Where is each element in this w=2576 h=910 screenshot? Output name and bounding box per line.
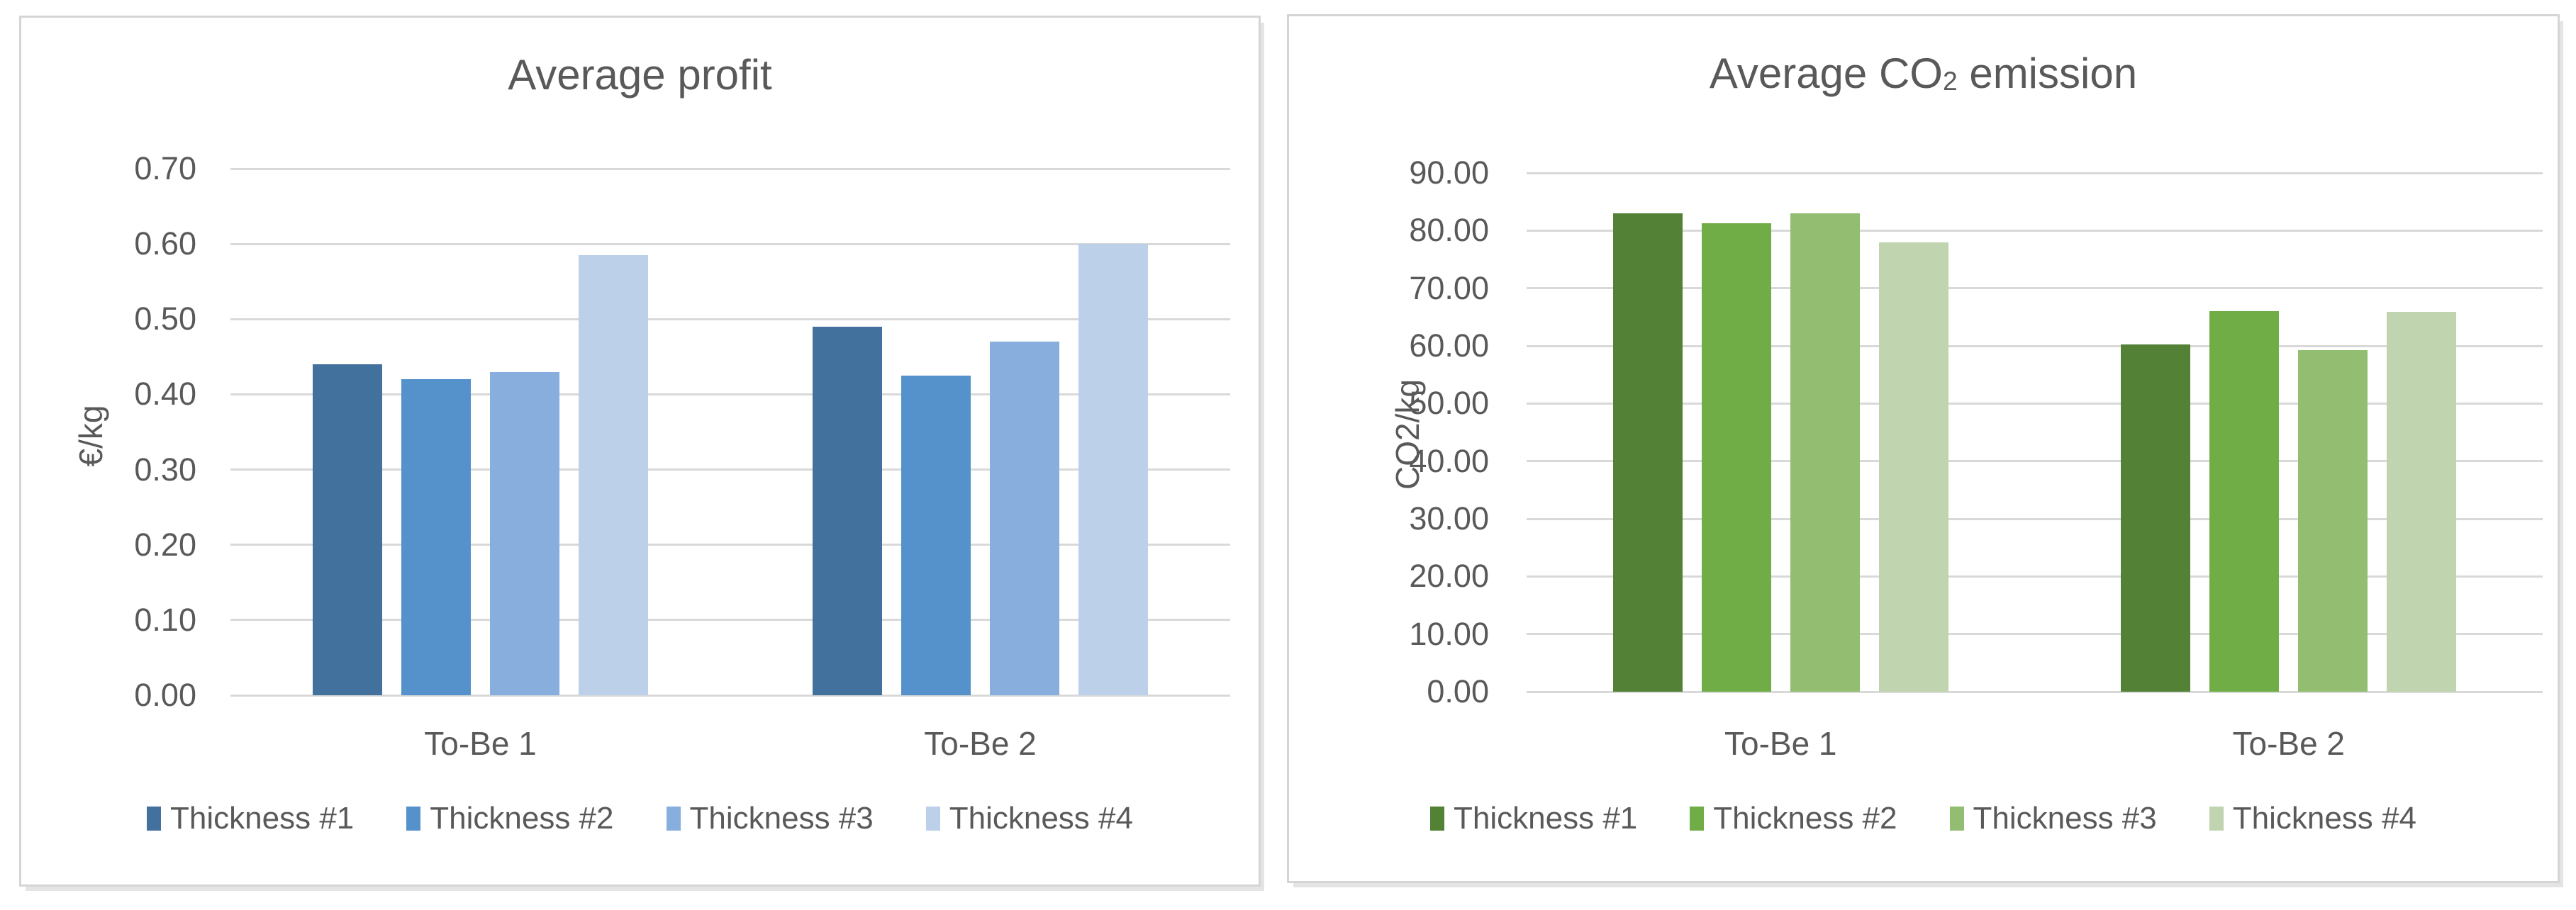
bar-to-be-2-series-4 bbox=[1078, 244, 1148, 695]
x-category-label: To-Be 2 bbox=[924, 725, 1037, 762]
chart-title-average-co2-emission: Average CO2 emission bbox=[1289, 47, 2558, 105]
gridline bbox=[1527, 287, 2543, 290]
gridline bbox=[230, 619, 1230, 622]
chart-title-text: Average CO bbox=[1709, 50, 1943, 97]
bar-to-be-2-series-3 bbox=[2298, 349, 2368, 692]
gridline bbox=[1527, 172, 2543, 174]
legend-item: Thickness #3 bbox=[666, 801, 874, 836]
bar-to-be-1-series-3 bbox=[490, 371, 559, 695]
legend-swatch bbox=[925, 807, 940, 831]
bar-to-be-1-series-4 bbox=[1878, 242, 1948, 692]
legend-swatch bbox=[1690, 807, 1705, 831]
chart-title-average-profit: Average profit bbox=[21, 49, 1259, 106]
y-tick-label: 0.40 bbox=[134, 376, 196, 412]
legend-label: Thickness #1 bbox=[170, 801, 355, 836]
legend-co2: Thickness #1 Thickness #2 Thickness #3 Thic… bbox=[1289, 801, 2558, 836]
gridline bbox=[1527, 517, 2543, 520]
chart-title-text: Average profit bbox=[508, 51, 772, 99]
y-tick-label: 0.10 bbox=[134, 601, 196, 638]
bar-to-be-2-series-1 bbox=[2121, 344, 2191, 692]
gridline bbox=[230, 167, 1230, 170]
x-category-label: To-Be 1 bbox=[1724, 725, 1837, 762]
legend-label: Thickness #3 bbox=[689, 801, 874, 836]
bar-to-be-2-series-4 bbox=[2387, 312, 2457, 692]
bar-to-be-1-series-4 bbox=[579, 255, 648, 695]
y-tick-label: 20.00 bbox=[1409, 558, 1489, 595]
y-tick-label: 50.00 bbox=[1409, 385, 1489, 422]
legend-swatch bbox=[1430, 807, 1445, 831]
y-tick-label: 60.00 bbox=[1409, 327, 1489, 364]
legend-profit: Thickness #1 Thickness #2 Thickness #3 Thic… bbox=[21, 801, 1259, 836]
y-tick-label: 70.00 bbox=[1409, 269, 1489, 306]
gridline bbox=[1527, 575, 2543, 578]
legend-label: Thickness #4 bbox=[2232, 801, 2416, 836]
gridline bbox=[230, 694, 1230, 697]
legend-item: Thickness #4 bbox=[925, 801, 1133, 836]
y-tick-label: 0.20 bbox=[134, 526, 196, 563]
gridline bbox=[230, 544, 1230, 546]
gridline bbox=[1527, 402, 2543, 405]
gridline bbox=[230, 468, 1230, 471]
chart-title-suffix: emission bbox=[1957, 50, 2138, 97]
bar-to-be-2-series-2 bbox=[2209, 311, 2280, 692]
y-tick-label: 30.00 bbox=[1409, 500, 1489, 537]
legend-label: Thickness #3 bbox=[1973, 801, 2157, 836]
bar-to-be-1-series-1 bbox=[313, 364, 382, 695]
legend-swatch bbox=[2209, 807, 2224, 831]
legend-item: Thickness #2 bbox=[1690, 801, 1897, 836]
gridline bbox=[1527, 229, 2543, 232]
legend-label: Thickness #2 bbox=[430, 801, 614, 836]
y-tick-label: 80.00 bbox=[1409, 212, 1489, 249]
x-category-label: To-Be 1 bbox=[424, 725, 537, 762]
y-tick-label: 0.70 bbox=[134, 150, 196, 186]
legend-item: Thickness #1 bbox=[147, 801, 354, 836]
chart-title-subscript: 2 bbox=[1942, 65, 1958, 96]
gridline bbox=[230, 318, 1230, 320]
y-tick-label: 90.00 bbox=[1409, 155, 1489, 191]
bar-to-be-1-series-2 bbox=[1701, 223, 1771, 692]
bar-to-be-2-series-1 bbox=[813, 326, 882, 695]
gridline bbox=[1527, 460, 2543, 463]
legend-item: Thickness #2 bbox=[406, 801, 614, 836]
legend-swatch bbox=[1949, 807, 1964, 831]
bar-to-be-1-series-3 bbox=[1790, 213, 1860, 692]
gridline bbox=[230, 393, 1230, 395]
y-tick-label: 0.00 bbox=[1427, 673, 1489, 709]
legend-label: Thickness #2 bbox=[1713, 801, 1897, 836]
bar-to-be-1-series-2 bbox=[401, 379, 471, 695]
legend-item: Thickness #1 bbox=[1430, 801, 1637, 836]
legend-swatch bbox=[666, 807, 681, 831]
gridline bbox=[1527, 633, 2543, 636]
chart-card-average-profit: Average profit €/kg 0.70 0.60 0.50 0.40 0.30… bbox=[19, 16, 1261, 887]
y-tick-label: 0.50 bbox=[134, 300, 196, 337]
legend-item: Thickness #3 bbox=[1949, 801, 2157, 836]
legend-swatch bbox=[147, 807, 162, 831]
bar-to-be-1-series-1 bbox=[1612, 213, 1683, 692]
legend-item: Thickness #4 bbox=[2209, 801, 2416, 836]
y-tick-label: 0.30 bbox=[134, 451, 196, 488]
y-tick-label: 40.00 bbox=[1409, 442, 1489, 479]
gridline bbox=[1527, 690, 2543, 693]
chart-card-average-co2-emission: Average CO2 emission CO2/kg 90.00 80.00 70… bbox=[1287, 14, 2560, 883]
bar-to-be-2-series-3 bbox=[990, 342, 1059, 695]
legend-label: Thickness #4 bbox=[949, 801, 1133, 836]
gridline bbox=[1527, 344, 2543, 347]
legend-swatch bbox=[406, 807, 421, 831]
y-tick-label: 0.00 bbox=[134, 677, 196, 713]
gridline bbox=[230, 242, 1230, 245]
legend-label: Thickness #1 bbox=[1454, 801, 1638, 836]
y-tick-label: 10.00 bbox=[1409, 615, 1489, 652]
x-category-label: To-Be 2 bbox=[2232, 725, 2346, 762]
bar-to-be-2-series-2 bbox=[901, 375, 971, 695]
y-tick-label: 0.60 bbox=[134, 225, 196, 262]
